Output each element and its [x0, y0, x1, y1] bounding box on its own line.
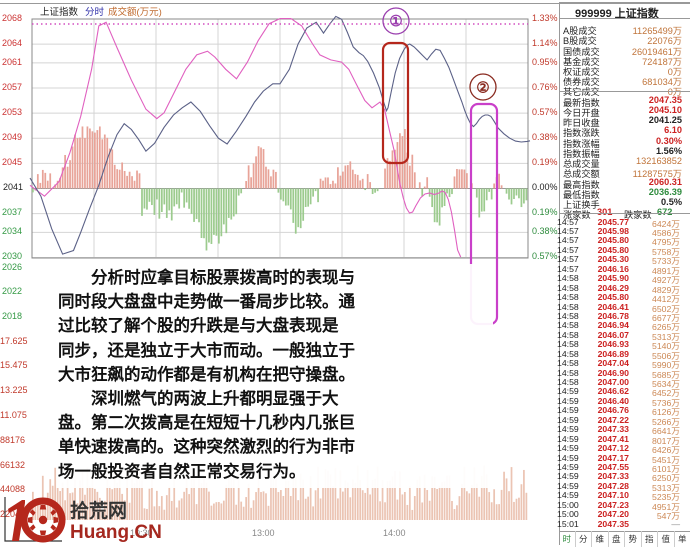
svg-text:Huang.CN: Huang.CN: [70, 522, 162, 543]
svg-text:①: ①: [389, 13, 402, 30]
svg-text:②: ②: [476, 80, 489, 97]
svg-text:拾荒网: 拾荒网: [70, 499, 127, 522]
